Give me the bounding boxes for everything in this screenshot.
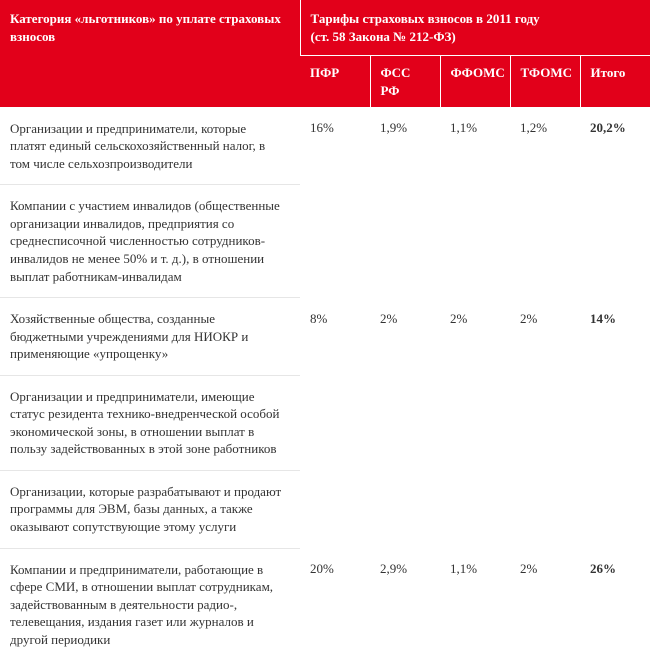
- table-row: Организации и предприниматели, которые п…: [0, 107, 650, 185]
- category-cell: Компании и предприниматели, работающие в…: [0, 548, 300, 660]
- insurance-rates-table: Категория «льготников» по уплате страхов…: [0, 0, 650, 660]
- pfr-cell: 8%: [300, 298, 370, 548]
- fss-cell: 1,9%: [370, 107, 440, 297]
- table-header: Категория «льготников» по уплате страхов…: [0, 0, 650, 107]
- col-pfr: ПФР: [300, 56, 370, 108]
- header-category: Категория «льготников» по уплате страхов…: [0, 0, 300, 107]
- fss-cell: 2%: [370, 298, 440, 548]
- col-tfoms: ТФОМС: [510, 56, 580, 108]
- table-row: Хозяйственные общества, созданные бюджет…: [0, 298, 650, 376]
- pfr-cell: 20%: [300, 548, 370, 660]
- table-body: Организации и предприниматели, которые п…: [0, 107, 650, 660]
- table: Категория «льготников» по уплате страхов…: [0, 0, 650, 660]
- table-row: Компании и предприниматели, работающие в…: [0, 548, 650, 660]
- col-ffoms: ФФОМС: [440, 56, 510, 108]
- pfr-cell: 16%: [300, 107, 370, 297]
- total-cell: 26%: [580, 548, 650, 660]
- total-cell: 14%: [580, 298, 650, 548]
- tfoms-cell: 1,2%: [510, 107, 580, 297]
- total-cell: 20,2%: [580, 107, 650, 297]
- category-cell: Организации и предприниматели, которые п…: [0, 107, 300, 185]
- tfoms-cell: 2%: [510, 298, 580, 548]
- category-cell: Организации и предприниматели, имеющие с…: [0, 375, 300, 470]
- col-total: Итого: [580, 56, 650, 108]
- header-rates-title: Тарифы страховых взносов в 2011 году (ст…: [300, 0, 650, 56]
- tfoms-cell: 2%: [510, 548, 580, 660]
- category-cell: Компании с участием инвалидов (обществен…: [0, 185, 300, 298]
- category-cell: Хозяйственные общества, созданные бюджет…: [0, 298, 300, 376]
- ffoms-cell: 2%: [440, 298, 510, 548]
- ffoms-cell: 1,1%: [440, 548, 510, 660]
- col-fss: ФСС РФ: [370, 56, 440, 108]
- category-cell: Организации, которые разрабатывают и про…: [0, 470, 300, 548]
- ffoms-cell: 1,1%: [440, 107, 510, 297]
- fss-cell: 2,9%: [370, 548, 440, 660]
